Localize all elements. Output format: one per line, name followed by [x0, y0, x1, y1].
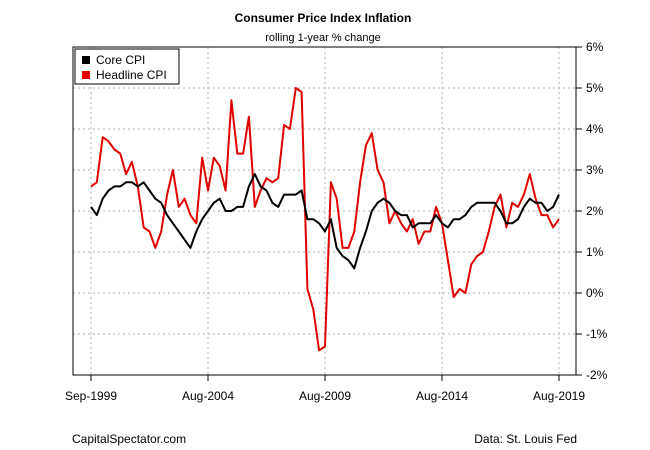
chart-title: Consumer Price Index Inflation: [235, 11, 412, 25]
source-credit: CapitalSpectator.com: [72, 432, 186, 446]
x-tick-label: Sep-1999: [65, 389, 117, 403]
series-lines: [90, 87, 560, 352]
data-source: Data: St. Louis Fed: [474, 432, 577, 446]
core-cpi-line: [90, 173, 560, 270]
x-tick-label: Aug-2009: [299, 389, 351, 403]
y-tick-label: 0%: [586, 286, 604, 300]
legend-swatch-headline: [82, 71, 90, 79]
legend-swatch-core: [82, 56, 90, 64]
y-tick-label: 3%: [586, 163, 604, 177]
legend-label-core: Core CPI: [96, 53, 145, 67]
y-tick-label: 6%: [586, 40, 604, 54]
x-tick-label: Aug-2014: [416, 389, 468, 403]
chart-subtitle: rolling 1-year % change: [265, 32, 381, 44]
y-tick-label: 2%: [586, 204, 604, 218]
legend-box: [74, 48, 180, 85]
y-tick-label: 5%: [586, 81, 604, 95]
y-tick-label: -1%: [586, 327, 608, 341]
y-tick-label: 1%: [586, 245, 604, 259]
x-tick-label: Aug-2004: [182, 389, 234, 403]
y-axis: -2% -1% 0% 1% 2% 3% 4% 5% 6%: [576, 40, 608, 382]
legend: Core CPI Headline CPI: [74, 48, 180, 85]
y-tick-label: 4%: [586, 122, 604, 136]
headline-cpi-line: [90, 87, 560, 352]
y-tick-label: -2%: [586, 368, 608, 382]
x-tick-label: Aug-2019: [533, 389, 585, 403]
x-axis: Sep-1999 Aug-2004 Aug-2009 Aug-2014 Aug-2019: [65, 375, 585, 403]
legend-label-headline: Headline CPI: [96, 68, 167, 82]
